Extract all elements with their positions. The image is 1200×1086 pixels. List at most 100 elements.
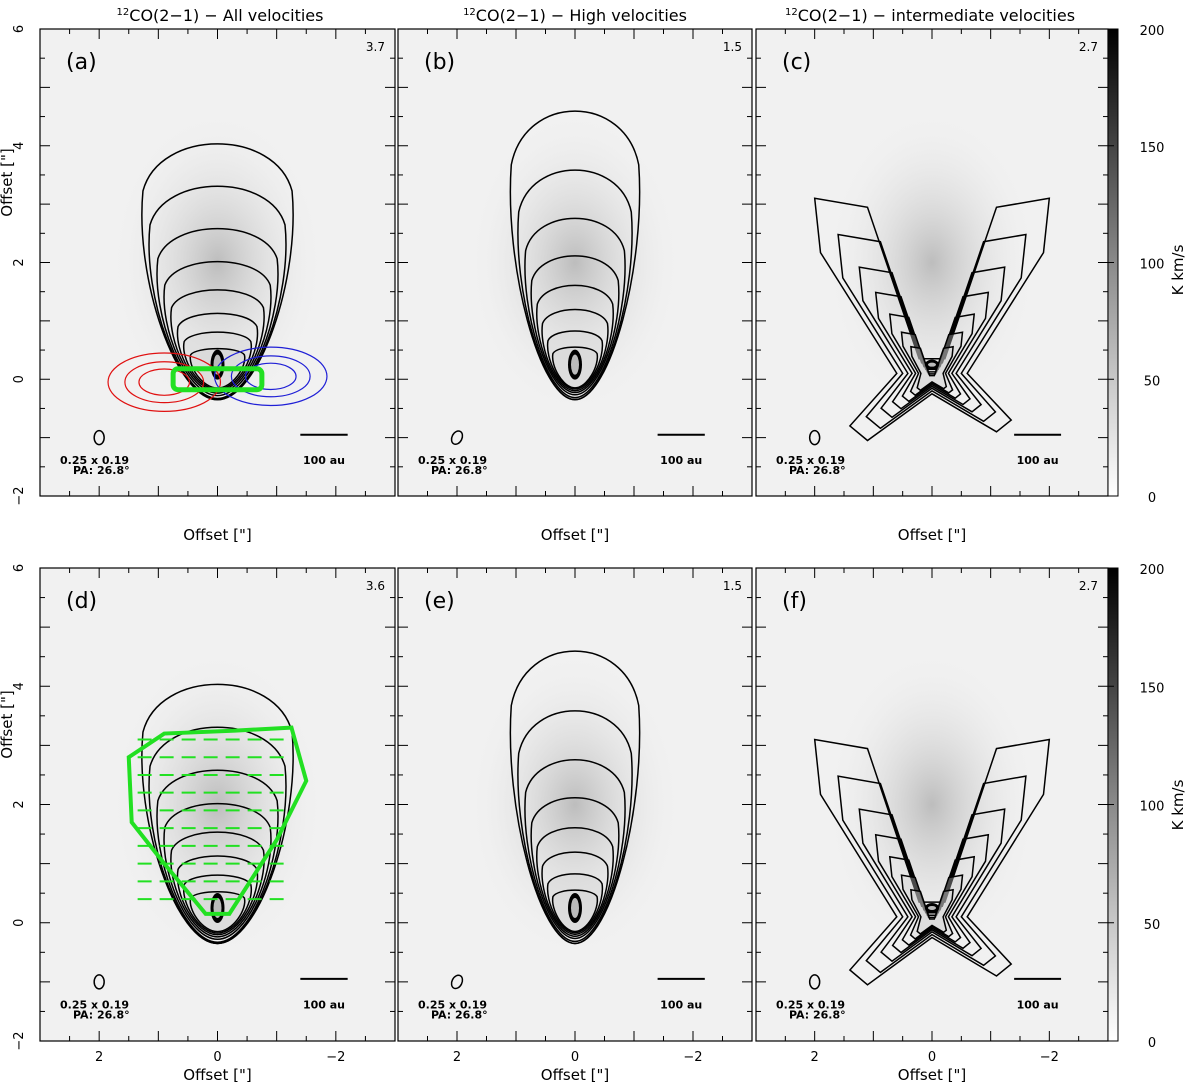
contour-level xyxy=(170,289,265,394)
contour-level xyxy=(509,650,641,945)
contour-level xyxy=(888,313,976,403)
x-tick-label: 0 xyxy=(928,1050,936,1065)
contour-peak-core xyxy=(571,897,579,918)
scalebar-label: 100 au xyxy=(660,998,702,1011)
contour-level xyxy=(517,169,633,401)
beam-size: 0.25 x 0.19 xyxy=(418,454,487,467)
peak-value: 3.7 xyxy=(366,40,385,54)
beam-size: 0.25 x 0.19 xyxy=(776,454,845,467)
contour-level xyxy=(888,855,976,947)
red-lobe-contour xyxy=(138,368,191,396)
contour-level xyxy=(156,227,279,400)
y-axis-label: Offset ["] xyxy=(0,690,16,758)
emission-glow xyxy=(826,650,1038,959)
contour-level xyxy=(509,110,641,401)
emission-glow xyxy=(826,110,1038,415)
beam-pa: PA: 26.8° xyxy=(73,1009,130,1022)
panel-label: (f) xyxy=(782,589,807,614)
contour-level xyxy=(141,143,294,401)
x-axis-label: Offset ["] xyxy=(183,1066,251,1084)
x-axis-label: Offset ["] xyxy=(183,526,251,544)
contour-level xyxy=(156,769,279,943)
colorbar-bottom: 200 150 100 50 0 K km/s xyxy=(1107,563,1187,1051)
contour-level xyxy=(170,831,265,938)
panel-label: (a) xyxy=(66,50,97,75)
scalebar-label: 100 au xyxy=(660,454,702,467)
contour-level xyxy=(148,185,287,401)
contour-level xyxy=(910,888,954,935)
contour-level xyxy=(536,284,614,394)
y-axis-label: Offset ["] xyxy=(0,148,16,216)
beam-ellipse xyxy=(808,974,821,990)
contour-level xyxy=(536,827,614,937)
panel-label: (b) xyxy=(424,50,455,75)
colorbar-label-top: K km/s xyxy=(1169,244,1187,295)
contour-level xyxy=(517,710,633,945)
beam-ellipse xyxy=(93,974,105,990)
contour-peak-core xyxy=(928,905,936,910)
scalebar-label: 100 au xyxy=(303,998,345,1011)
colorbar-tick-label: 200 xyxy=(1140,24,1165,39)
colorbar-tick-label: 200 xyxy=(1140,563,1165,578)
contour-peak-core xyxy=(928,362,936,367)
contour-level xyxy=(813,738,1051,986)
contour-level xyxy=(141,683,294,945)
title-col1: 12CO(2−1) − All velocities xyxy=(117,6,324,25)
title-col3: 12CO(2−1) − intermediate velocities xyxy=(785,6,1075,25)
y-tick-label: −2 xyxy=(12,486,27,505)
colorbar-tick-label: 50 xyxy=(1144,374,1161,389)
y-tick-label: 2 xyxy=(12,800,27,808)
beam-ellipse xyxy=(93,429,105,446)
x-tick-label: 0 xyxy=(213,1050,221,1065)
x-axis-label: Offset ["] xyxy=(898,1066,966,1084)
x-tick-label: 2 xyxy=(453,1050,461,1065)
contour-level xyxy=(541,851,609,936)
y-tick-label: 0 xyxy=(12,375,27,383)
title-col2: 12CO(2−1) − High velocities xyxy=(463,6,687,25)
scalebar-label: 100 au xyxy=(303,454,345,467)
colorbar-tick-label: 100 xyxy=(1140,800,1165,815)
green-box xyxy=(170,366,265,393)
contour-level xyxy=(530,797,620,940)
beam-pa: PA: 26.8° xyxy=(73,464,130,477)
contour-peak-core xyxy=(571,354,579,375)
peak-value: 2.7 xyxy=(1079,40,1098,54)
red-lobe-contour xyxy=(107,352,222,412)
panel-label: (e) xyxy=(424,589,455,614)
emission-glow xyxy=(468,650,682,959)
contour-level xyxy=(541,308,609,392)
y-tick-label: 6 xyxy=(12,25,27,33)
beam-pa: PA: 26.8° xyxy=(789,1009,846,1022)
y-tick-label: 4 xyxy=(12,142,27,150)
beam-size: 0.25 x 0.19 xyxy=(60,454,129,467)
x-axis-label: Offset ["] xyxy=(898,526,966,544)
contour-level xyxy=(176,855,259,936)
peak-value: 3.6 xyxy=(366,579,385,593)
contour-level xyxy=(524,759,626,943)
red-lobe-contour xyxy=(124,361,205,404)
beam-ellipse xyxy=(450,974,464,990)
beam-size: 0.25 x 0.19 xyxy=(418,998,487,1011)
y-tick-label: 6 xyxy=(12,564,27,572)
beam-ellipse xyxy=(808,429,821,446)
x-axis-label: Offset ["] xyxy=(541,1066,609,1084)
scalebar-label: 100 au xyxy=(1017,998,1059,1011)
emission-glow xyxy=(111,110,324,415)
peak-value: 1.5 xyxy=(723,579,742,593)
beam-size: 0.25 x 0.19 xyxy=(60,998,129,1011)
blue-lobe-contour xyxy=(244,362,297,391)
y-tick-label: −2 xyxy=(12,1031,27,1050)
contour-level xyxy=(530,255,620,396)
beam-pa: PA: 26.8° xyxy=(789,464,846,477)
peak-value: 1.5 xyxy=(723,40,742,54)
x-tick-label: 2 xyxy=(95,1050,103,1065)
colorbar-tick-label: 0 xyxy=(1148,1036,1156,1051)
colorbar-tick-label: 100 xyxy=(1140,258,1165,273)
x-tick-label: −2 xyxy=(1040,1050,1059,1065)
colorbar-top: 200 150 100 50 0 K km/s xyxy=(1107,24,1187,506)
x-tick-label: −2 xyxy=(326,1050,345,1065)
contour-level xyxy=(813,197,1051,442)
x-tick-label: −2 xyxy=(683,1050,702,1065)
